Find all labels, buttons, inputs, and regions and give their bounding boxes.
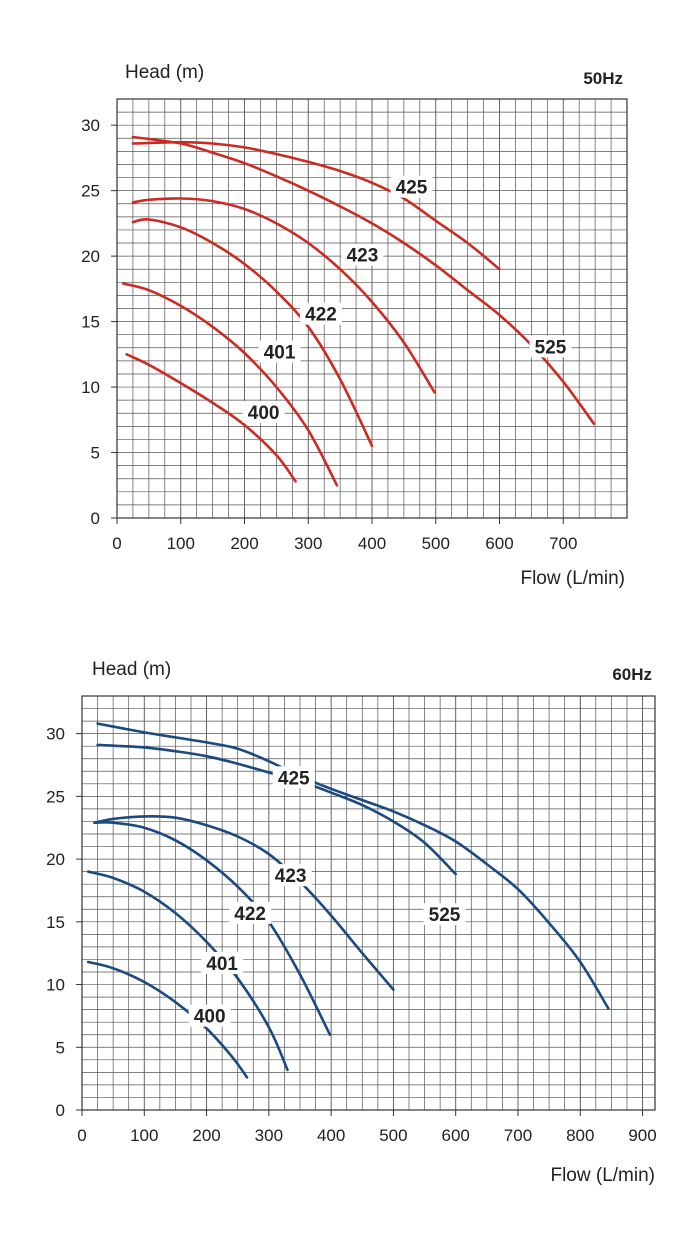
- y-tick-label: 0: [91, 509, 100, 528]
- curve-label-401: 401: [264, 343, 296, 364]
- y-tick-label: 30: [81, 116, 100, 135]
- x-tick-label: 700: [504, 1126, 532, 1145]
- x-ticks: 0 100 200 300 400 500 600 700 800 900: [77, 1110, 657, 1145]
- curve-label-bg: [529, 335, 572, 358]
- curve-525: [96, 722, 610, 1010]
- curve-label-525: 525: [535, 337, 567, 358]
- x-tick-label: 0: [112, 534, 121, 553]
- curve-401: [122, 282, 339, 487]
- curve-label-422: 422: [234, 904, 266, 925]
- curve-label-bg: [269, 864, 312, 887]
- curve-label-bg: [341, 243, 384, 266]
- curve-label-bg: [242, 400, 285, 423]
- curve-label-bg: [423, 903, 466, 926]
- curve-label-423: 423: [347, 246, 379, 267]
- curve-401: [86, 870, 289, 1072]
- y-tick-label: 30: [46, 725, 65, 744]
- x-tick-label: 0: [77, 1126, 86, 1145]
- grid: [116, 98, 628, 519]
- y-tick-label: 25: [46, 787, 65, 806]
- x-tick-label: 400: [358, 534, 386, 553]
- x-tick-label: 800: [566, 1126, 594, 1145]
- curve-label-bg: [201, 951, 244, 974]
- y-axis-title: Head (m): [125, 62, 204, 83]
- x-ticks: 0 100 200 300 400 500 600 700: [112, 518, 577, 553]
- x-tick-label: 600: [485, 534, 513, 553]
- y-tick-label: 15: [46, 913, 65, 932]
- curve-label-400: 400: [248, 403, 280, 424]
- curve-400: [125, 353, 297, 483]
- curve-label-401: 401: [206, 954, 238, 975]
- y-tick-label: 15: [81, 313, 100, 332]
- curve-422: [93, 821, 332, 1036]
- frequency-label: 50Hz: [583, 69, 623, 88]
- curves: [122, 135, 596, 487]
- plot-frame: [81, 695, 656, 1111]
- curve-400: [86, 960, 249, 1079]
- y-ticks: 0 5 10 15 20 25 30: [81, 116, 117, 528]
- curve-label-525: 525: [429, 905, 461, 926]
- curve-525: [131, 135, 596, 425]
- curve-label-bg: [258, 340, 301, 363]
- y-axis-title: Head (m): [92, 659, 171, 680]
- curve-label-bg: [390, 175, 433, 198]
- x-tick-label: 700: [549, 534, 577, 553]
- x-tick-label: 100: [130, 1126, 158, 1145]
- x-axis-title: Flow (L/min): [520, 568, 625, 589]
- curve-422: [131, 218, 374, 448]
- grid: [81, 695, 655, 1111]
- curve-label-bg: [188, 1004, 231, 1027]
- x-tick-label: 200: [230, 534, 258, 553]
- x-tick-label: 300: [294, 534, 322, 553]
- curve-label-425: 425: [396, 178, 428, 199]
- frequency-label: 60Hz: [612, 665, 652, 684]
- chart-50hz: Head (m) 50Hz 0 100 200 300 400 500 600 700 0 5 1…: [81, 62, 628, 589]
- y-tick-label: 10: [81, 378, 100, 397]
- curve-label-423: 423: [275, 866, 307, 887]
- curve-labels: 400 401 422 423 425 525: [188, 766, 466, 1028]
- curve-label-400: 400: [194, 1007, 226, 1028]
- x-tick-label: 300: [255, 1126, 283, 1145]
- curve-label-bg: [229, 901, 272, 924]
- y-tick-label: 20: [46, 850, 65, 869]
- curve-label-bg: [300, 302, 342, 325]
- x-tick-label: 100: [167, 534, 195, 553]
- x-tick-label: 900: [628, 1126, 656, 1145]
- y-ticks: 0 5 10 15 20 25 30: [46, 725, 82, 1120]
- curve-425: [131, 140, 501, 271]
- x-tick-label: 400: [317, 1126, 345, 1145]
- x-tick-label: 500: [422, 534, 450, 553]
- curve-423: [131, 197, 436, 394]
- curve-labels: 400 401 422 423 425 525: [242, 175, 572, 424]
- y-tick-label: 20: [81, 247, 100, 266]
- x-tick-label: 200: [192, 1126, 220, 1145]
- x-tick-label: 500: [379, 1126, 407, 1145]
- curve-label-425: 425: [278, 768, 310, 789]
- x-tick-label: 600: [442, 1126, 470, 1145]
- y-tick-label: 0: [56, 1101, 65, 1120]
- y-tick-label: 5: [91, 444, 100, 463]
- x-axis-title: Flow (L/min): [550, 1165, 655, 1186]
- y-tick-label: 5: [56, 1038, 65, 1057]
- curves: [86, 722, 610, 1079]
- y-tick-label: 10: [46, 976, 65, 995]
- curve-423: [93, 815, 395, 991]
- curve-label-422: 422: [305, 305, 337, 326]
- chart-60hz: Head (m) 60Hz 0 100 200 300 400 500 600 700 800 9…: [46, 659, 657, 1186]
- y-tick-label: 25: [81, 182, 100, 201]
- curve-label-bg: [272, 766, 315, 789]
